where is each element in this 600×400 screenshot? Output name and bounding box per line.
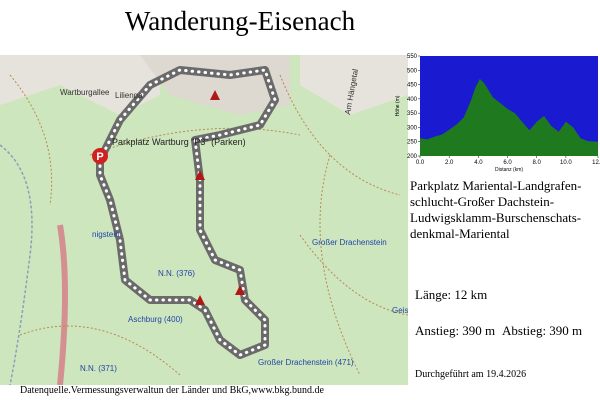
stream <box>0 144 33 385</box>
x-tick-label: 4.0 <box>474 160 483 166</box>
y-tick-label: 350 <box>407 111 418 117</box>
road <box>57 224 68 385</box>
town-area <box>300 55 408 115</box>
y-tick-label: 550 <box>407 54 418 60</box>
x-tick-label: 10.0 <box>560 160 572 166</box>
x-tick-label: 6.0 <box>503 160 512 166</box>
title: Wanderung-Eisenach <box>124 6 356 36</box>
elevation-chart: 200 250 300 350 400 450 500 550 0.0 2.0 4.0 6.0 8.0 1… <box>395 54 600 172</box>
town-area <box>0 55 160 115</box>
map-label: Lilienga <box>115 91 143 100</box>
map-label: Großer Drachenstein <box>312 238 387 247</box>
descent: Abstieg: 390 m <box>502 323 583 338</box>
y-tick-label: 250 <box>407 140 418 146</box>
map-label: Geis <box>392 306 408 315</box>
map-label: nigstein <box>92 230 120 239</box>
map-label: Wartburgallee <box>60 88 110 97</box>
map-label: Parkplatz Wartburg "P3" (Parken) <box>112 137 246 147</box>
route-line-text: Parkplatz Mariental-Landgrafen- <box>410 178 582 193</box>
map-label: Großer Drachenstein (471) <box>258 358 354 367</box>
y-tick-label: 500 <box>407 68 418 74</box>
y-tick-label: 450 <box>407 83 418 89</box>
map: P Parkplatz Wartburg "P3" (Parken) Große… <box>0 55 408 385</box>
x-tick-label: 8.0 <box>533 160 542 166</box>
source: Datenquelle.Vermessungsverwaltun der Län… <box>20 385 324 396</box>
map-label: N.N. (376) <box>158 269 195 278</box>
path <box>9 74 408 376</box>
route-line-text: Ludwigsklamm-Burschenschats- <box>410 210 582 225</box>
y-tick-label: 200 <box>407 154 418 160</box>
parking-marker <box>92 148 108 164</box>
y-tick-label: 300 <box>407 125 418 131</box>
x-axis-label: Distanz (km) <box>495 167 523 172</box>
map-label: Aschburg (400) <box>128 315 183 324</box>
length: Länge: 12 km <box>415 287 488 302</box>
y-axis-label: Höhe (m) <box>395 95 401 116</box>
y-tick-label: 400 <box>407 97 418 103</box>
route-dots <box>98 68 277 357</box>
x-tick-label: 2.0 <box>445 160 454 166</box>
x-tick-label: 0.0 <box>416 160 425 166</box>
map-label: N.N. (371) <box>80 364 117 373</box>
route-line-text: schlucht-Großer Dachstein- <box>410 194 555 209</box>
ascent: Anstieg: 390 m <box>415 323 496 338</box>
parking-letter: P <box>96 151 103 163</box>
elevation-area <box>420 78 598 156</box>
x-tick-label: 12.2 <box>592 160 600 166</box>
route-description: Parkplatz Mariental-Landgrafen-schlucht-… <box>410 178 581 242</box>
route-line-text: denkmal-Mariental <box>410 226 510 241</box>
date: Durchgeführt am 19.4.2026 <box>415 369 527 380</box>
